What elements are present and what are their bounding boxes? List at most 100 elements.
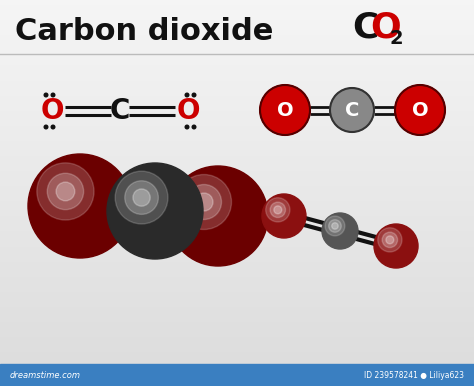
Bar: [0, 367, 474, 368]
Bar: [0, 34, 474, 35]
Circle shape: [325, 216, 345, 236]
Bar: [0, 221, 474, 222]
Bar: [0, 118, 474, 119]
Bar: [0, 43, 474, 44]
Bar: [0, 22, 474, 23]
Bar: [0, 47, 474, 48]
Bar: [0, 385, 474, 386]
Bar: [0, 15, 474, 16]
Bar: [0, 374, 474, 375]
Bar: [0, 84, 474, 85]
Bar: [0, 4, 474, 5]
Bar: [0, 352, 474, 353]
Bar: [0, 308, 474, 309]
Bar: [0, 277, 474, 278]
Bar: [0, 252, 474, 253]
Bar: [0, 256, 474, 257]
Bar: [0, 130, 474, 131]
Bar: [0, 280, 474, 281]
Bar: [0, 121, 474, 122]
Bar: [0, 146, 474, 147]
Bar: [0, 362, 474, 363]
Bar: [0, 381, 474, 382]
Bar: [0, 133, 474, 134]
Bar: [0, 210, 474, 211]
Bar: [0, 266, 474, 267]
Bar: [0, 75, 474, 76]
Bar: [0, 271, 474, 272]
Bar: [0, 168, 474, 169]
Bar: [0, 261, 474, 262]
Bar: [0, 48, 474, 49]
Bar: [0, 162, 474, 163]
Text: C: C: [352, 11, 378, 45]
Bar: [0, 295, 474, 296]
Text: dreamstime.com: dreamstime.com: [10, 371, 81, 379]
Bar: [0, 342, 474, 343]
Bar: [0, 285, 474, 286]
Bar: [0, 181, 474, 182]
Bar: [0, 366, 474, 367]
Bar: [0, 281, 474, 282]
Bar: [0, 300, 474, 301]
Bar: [0, 108, 474, 109]
Bar: [0, 205, 474, 206]
Bar: [0, 138, 474, 139]
Bar: [0, 112, 474, 113]
Bar: [0, 227, 474, 228]
Bar: [0, 157, 474, 158]
Bar: [0, 158, 474, 159]
Bar: [0, 351, 474, 352]
Bar: [0, 337, 474, 338]
Bar: [0, 126, 474, 127]
Bar: [0, 152, 474, 153]
Bar: [0, 13, 474, 14]
Bar: [0, 377, 474, 378]
Bar: [0, 250, 474, 251]
Bar: [0, 66, 474, 67]
Bar: [0, 77, 474, 78]
Bar: [0, 364, 474, 365]
Bar: [0, 303, 474, 304]
Bar: [0, 1, 474, 2]
Text: Carbon dioxide: Carbon dioxide: [15, 17, 273, 46]
Bar: [0, 6, 474, 7]
Bar: [0, 329, 474, 330]
Bar: [0, 87, 474, 88]
Bar: [0, 196, 474, 197]
Bar: [0, 240, 474, 241]
Bar: [0, 349, 474, 350]
Bar: [0, 167, 474, 168]
Bar: [0, 297, 474, 298]
Bar: [0, 83, 474, 84]
Bar: [0, 298, 474, 299]
Bar: [0, 3, 474, 4]
Bar: [0, 244, 474, 245]
Bar: [0, 338, 474, 339]
Bar: [0, 197, 474, 198]
Bar: [0, 91, 474, 92]
Bar: [0, 204, 474, 205]
Bar: [0, 64, 474, 65]
Bar: [0, 294, 474, 295]
Circle shape: [386, 236, 394, 244]
Bar: [0, 52, 474, 53]
Bar: [0, 73, 474, 74]
Bar: [0, 145, 474, 146]
Bar: [0, 199, 474, 200]
Bar: [0, 80, 474, 81]
Bar: [0, 316, 474, 317]
Bar: [0, 172, 474, 173]
Bar: [0, 313, 474, 314]
Bar: [0, 238, 474, 239]
Bar: [0, 268, 474, 269]
Bar: [0, 218, 474, 219]
Bar: [0, 321, 474, 322]
Bar: [0, 279, 474, 280]
Bar: [0, 25, 474, 26]
Bar: [0, 348, 474, 349]
Bar: [0, 61, 474, 62]
Bar: [0, 113, 474, 114]
Bar: [0, 269, 474, 270]
Bar: [0, 14, 474, 15]
